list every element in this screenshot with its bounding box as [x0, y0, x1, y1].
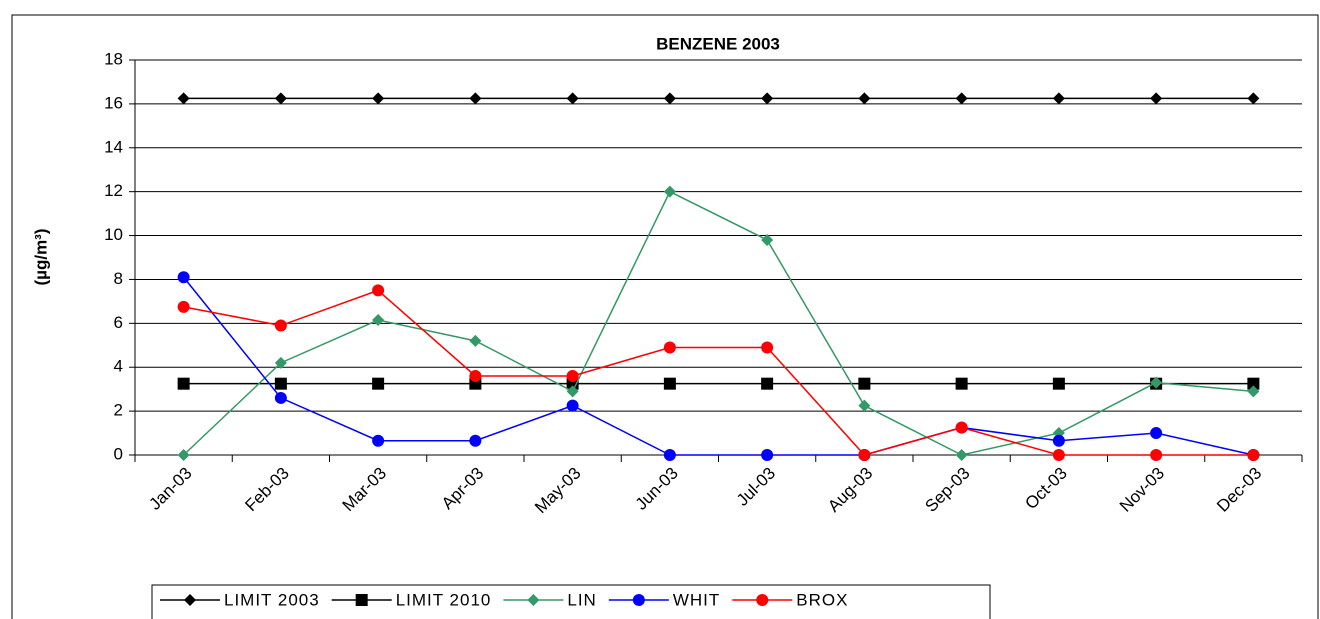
- legend-label: LIMIT 2003: [224, 590, 320, 609]
- marker: [469, 92, 482, 105]
- chart-title: BENZENE 2003: [656, 34, 780, 53]
- marker: [566, 370, 579, 382]
- marker: [527, 594, 540, 606]
- marker: [566, 399, 579, 412]
- marker: [177, 271, 190, 284]
- chart-frame: [11, 14, 1319, 619]
- series-line: [183, 289, 1254, 456]
- marker: [761, 92, 774, 105]
- marker: [1052, 449, 1065, 461]
- marker: [1150, 376, 1163, 389]
- marker: [274, 391, 287, 404]
- marker: [761, 377, 774, 390]
- y-tick-label: 0: [114, 444, 123, 463]
- marker: [469, 334, 482, 347]
- marker: [1150, 92, 1163, 105]
- marker: [663, 449, 676, 461]
- marker: [184, 594, 196, 606]
- marker: [663, 341, 676, 354]
- marker: [1150, 427, 1163, 440]
- marker: [372, 377, 385, 390]
- marker: [761, 233, 774, 246]
- marker: [663, 92, 676, 105]
- y-tick-label: 16: [104, 93, 123, 112]
- marker: [1052, 92, 1065, 105]
- marker: [858, 377, 871, 390]
- marker: [858, 92, 871, 105]
- marker: [1247, 449, 1260, 461]
- series-line: [183, 276, 1254, 456]
- marker: [955, 449, 968, 461]
- marker: [469, 434, 482, 447]
- marker: [177, 300, 190, 313]
- marker: [1247, 92, 1260, 105]
- marker: [274, 92, 287, 105]
- marker: [1247, 385, 1260, 398]
- y-tick-label: 8: [114, 269, 123, 288]
- marker: [1052, 434, 1065, 447]
- legend-label: WHIT: [673, 590, 720, 609]
- marker: [566, 92, 579, 105]
- marker: [1150, 449, 1163, 461]
- y-tick-label: 14: [104, 137, 123, 156]
- legend-label: LIMIT 2010: [396, 590, 492, 609]
- marker: [761, 341, 774, 354]
- marker: [177, 449, 190, 461]
- y-tick-label: 6: [114, 313, 123, 332]
- marker: [761, 449, 774, 461]
- marker: [632, 594, 645, 606]
- marker: [177, 377, 190, 390]
- marker: [372, 314, 385, 327]
- marker: [955, 421, 968, 434]
- y-tick-label: 4: [114, 357, 123, 376]
- y-tick-label: 12: [104, 181, 123, 200]
- marker: [274, 377, 287, 390]
- y-tick-label: 18: [104, 49, 123, 68]
- marker: [469, 370, 482, 382]
- marker: [274, 356, 287, 369]
- marker: [355, 594, 368, 606]
- marker: [858, 449, 871, 461]
- marker: [955, 377, 968, 390]
- marker: [663, 377, 676, 390]
- series-line: [183, 190, 1254, 456]
- marker: [756, 594, 769, 606]
- legend-label: BROX: [796, 590, 848, 609]
- legend-box: [151, 584, 991, 619]
- y-axis-label: (µg/m³): [31, 228, 50, 285]
- marker: [372, 284, 385, 297]
- marker: [177, 92, 190, 105]
- y-tick-label: 10: [104, 225, 123, 244]
- marker: [372, 434, 385, 447]
- marker: [566, 385, 579, 398]
- y-tick-label: 2: [114, 401, 123, 420]
- marker: [955, 92, 968, 105]
- marker: [858, 399, 871, 412]
- marker: [274, 319, 287, 332]
- marker: [1247, 377, 1260, 390]
- legend-label: LIN: [567, 590, 596, 609]
- marker: [663, 185, 676, 198]
- marker: [372, 92, 385, 105]
- marker: [1052, 377, 1065, 390]
